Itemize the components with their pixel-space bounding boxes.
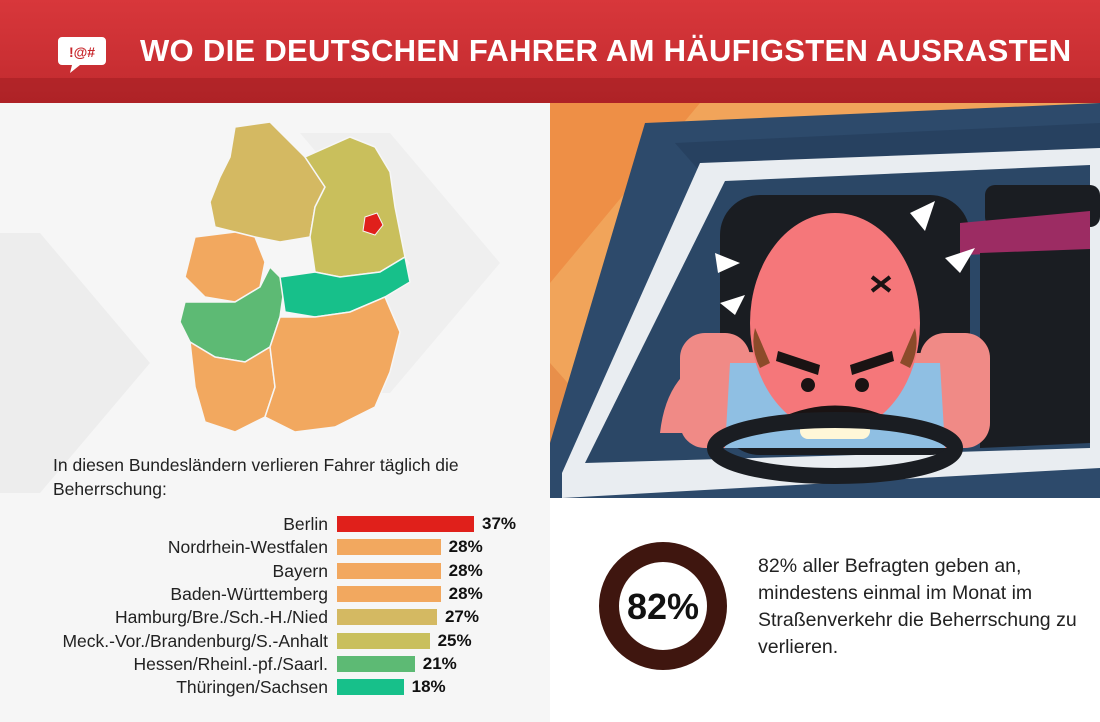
bar-value-label: 28% <box>448 537 483 557</box>
bar-chart: Berlin 37% Nordrhein-Westfalen 28% Bayern 28%… <box>0 103 550 722</box>
bar-category-label: Bayern <box>272 560 328 581</box>
bar <box>337 562 441 579</box>
bar-category-label: Hessen/Rheinl.-pf./Saarl. <box>133 653 328 674</box>
bar-row: Baden-Württemberg 28% <box>0 583 550 606</box>
percentage-donut <box>599 542 727 670</box>
bar-value-label: 21% <box>422 653 457 673</box>
region-east-central <box>279 255 411 318</box>
bar-value-label: 28% <box>448 583 483 603</box>
bar-category-label: Nordrhein-Westfalen <box>167 537 328 558</box>
bar-category-label: Meck.-Vor./Brandenburg/S.-Anhalt <box>62 630 328 651</box>
bar <box>337 632 430 649</box>
angry-driver-illustration <box>550 103 1100 498</box>
bar <box>337 655 415 672</box>
bar-category-label: Thüringen/Sachsen <box>176 677 328 698</box>
bar <box>337 679 404 696</box>
bar-value-label: 28% <box>448 560 483 580</box>
bar-category-label: Baden-Württemberg <box>170 583 328 604</box>
speech-bubble-icon: !@# <box>58 37 106 73</box>
bar-category-label: Hamburg/Bre./Sch.-H./Nied <box>115 607 328 628</box>
bar-row: Bayern 28% <box>0 560 550 583</box>
bar-row: Hamburg/Bre./Sch.-H./Nied 27% <box>0 606 550 629</box>
bar <box>337 539 441 556</box>
bar-value-label: 25% <box>437 630 472 650</box>
stat-description: 82% aller Befragten geben an, mindestens… <box>758 555 1077 658</box>
bar-value-label: 37% <box>482 514 517 533</box>
background-shapes <box>0 133 500 493</box>
right-panel: 82% 82% aller Befragten geben an, mindes… <box>550 103 1100 722</box>
bar-row: Berlin 37% <box>0 513 550 536</box>
header-banner: !@# WO DIE DEUTSCHEN FAHRER AM HÄUFIGSTE… <box>0 0 1100 103</box>
bar-value-label: 27% <box>444 607 479 627</box>
bar-row: Hessen/Rheinl.-pf./Saarl. 21% <box>0 653 550 676</box>
donut-track <box>599 542 727 670</box>
logo-text: !@# <box>69 44 95 60</box>
germany-map <box>179 121 411 433</box>
bar-category-label: Berlin <box>283 514 328 534</box>
bar <box>337 609 437 626</box>
intro-text: In diesen Bundesländern verlieren Fahrer… <box>53 455 459 499</box>
donut-value: 82% <box>626 586 700 627</box>
region-berlin <box>362 212 384 236</box>
region-bayern <box>264 296 401 433</box>
left-panel: In diesen Bundesländern verlieren Fahrer… <box>0 103 550 722</box>
bar <box>337 516 474 532</box>
bar-row: Thüringen/Sachsen 18% <box>0 676 550 699</box>
bar <box>337 585 441 602</box>
region-north-west <box>209 121 326 243</box>
bar-row: Nordrhein-Westfalen 28% <box>0 536 550 559</box>
bar-row: Meck.-Vor./Brandenburg/S.-Anhalt 25% <box>0 630 550 653</box>
bar-value-label: 18% <box>411 677 446 697</box>
header-shadow <box>0 78 1100 103</box>
page-title: WO DIE DEUTSCHEN FAHRER AM HÄUFIGSTEN AU… <box>140 33 1072 68</box>
